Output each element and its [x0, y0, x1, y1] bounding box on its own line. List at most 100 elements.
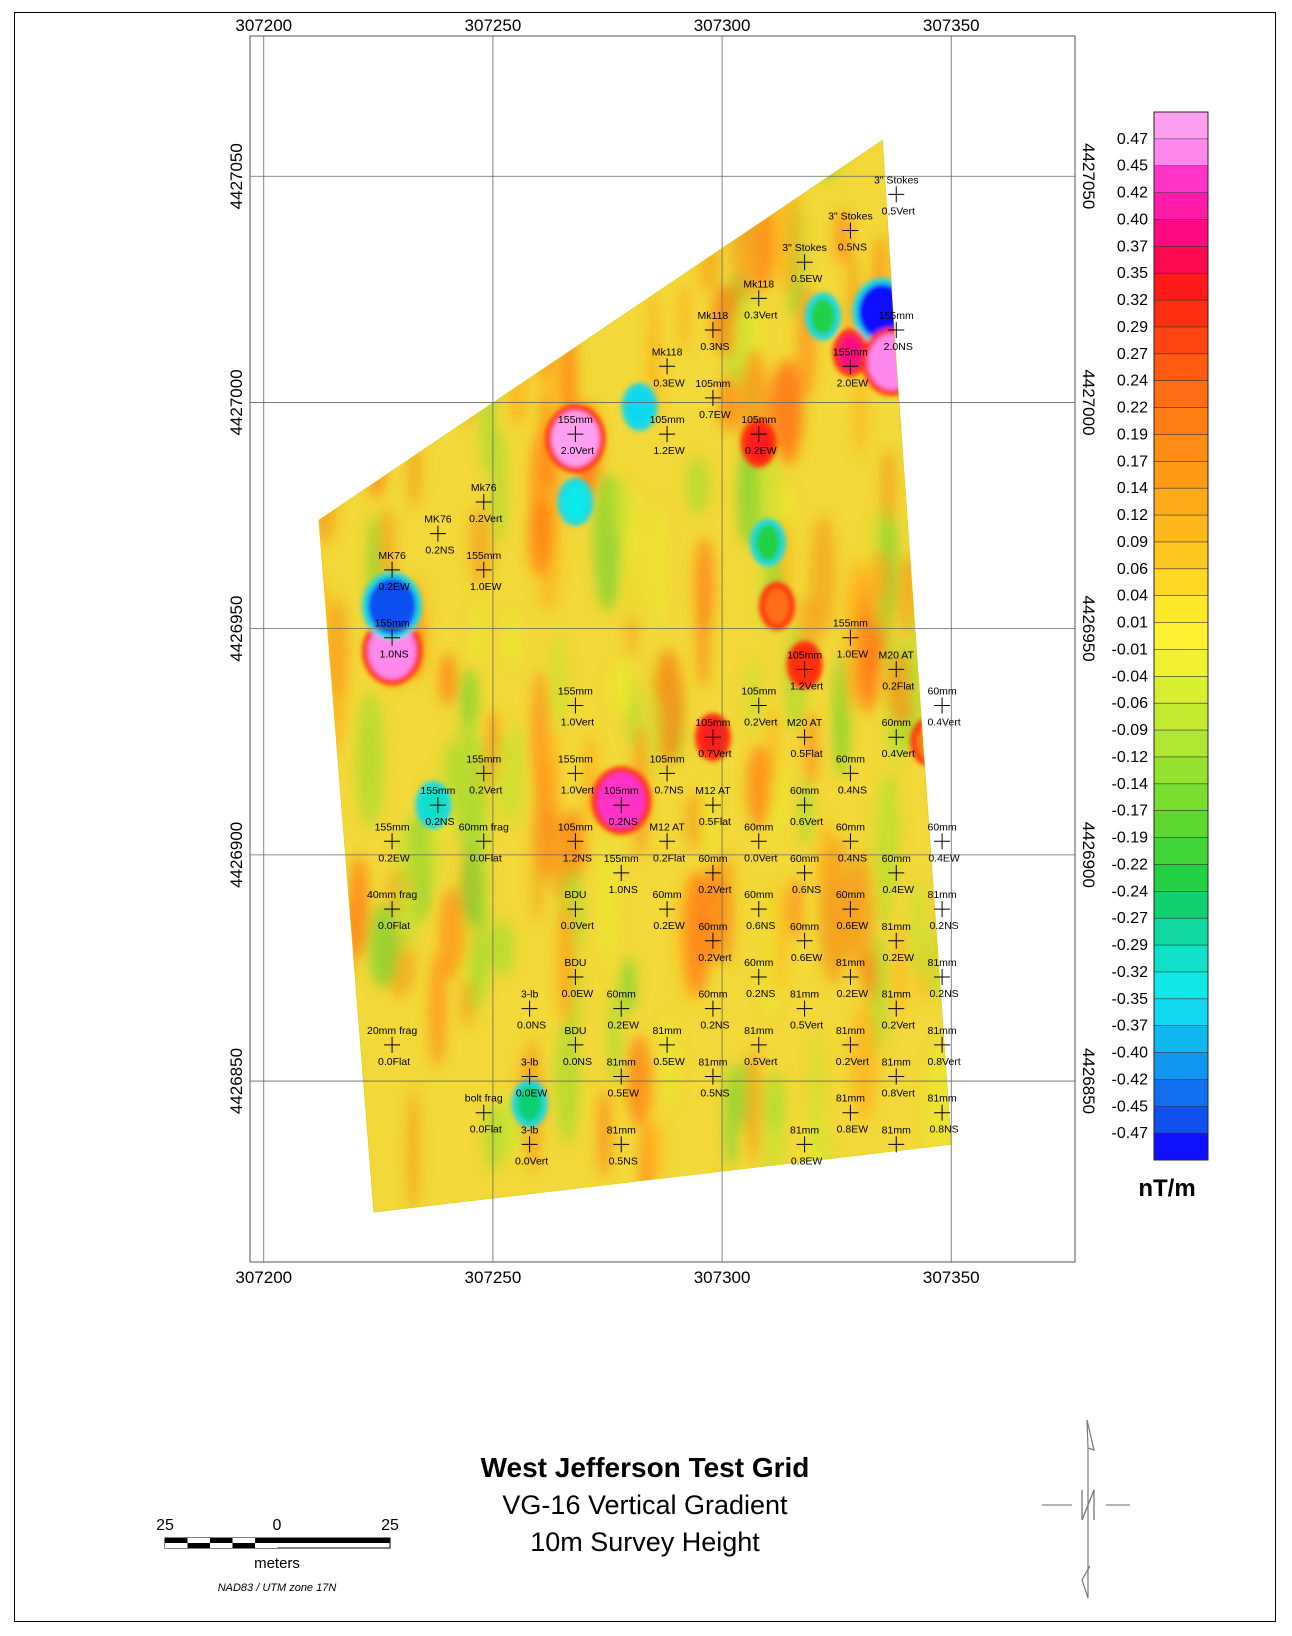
target-name: 3-lb — [521, 1124, 539, 1136]
texture-blob — [745, 1046, 762, 1165]
y-tick-left: 4426850 — [227, 1048, 246, 1114]
colorbar-swatch — [1154, 515, 1208, 543]
colorbar-label: -0.04 — [1112, 668, 1149, 685]
colorbar-swatch — [1154, 380, 1208, 408]
texture-blob — [927, 140, 949, 178]
texture-blob — [365, 203, 386, 337]
colorbar-label: 0.42 — [1117, 185, 1148, 202]
texture-blob — [939, 552, 952, 656]
target-detail: 0.2Vert — [882, 1020, 915, 1032]
target-marker: 60mm 0.2NS — [698, 989, 729, 1032]
texture-blob — [942, 340, 952, 461]
target-marker: Mk118 0.3NS — [698, 310, 730, 353]
texture-blob — [732, 140, 746, 162]
target-detail: 0.0Vert — [744, 852, 777, 864]
target-name: 81mm — [927, 1093, 956, 1105]
target-detail: 1.0Vert — [561, 784, 594, 796]
map-subtitle: VG-16 Vertical Gradient — [502, 1490, 788, 1520]
colorbar-label: -0.19 — [1112, 830, 1149, 847]
anomaly-layer — [362, 277, 947, 1128]
texture-blob — [813, 140, 842, 181]
texture-blob — [534, 279, 554, 376]
texture-blob — [472, 601, 486, 663]
target-name: 81mm — [698, 1057, 727, 1069]
texture-blob — [695, 599, 711, 690]
texture-blob — [901, 140, 931, 225]
target-name: MK76 — [378, 550, 406, 562]
texture-blob — [438, 886, 465, 982]
target-name: 60mm — [698, 921, 727, 933]
colorbar-swatch — [1154, 488, 1208, 516]
texture-blob — [833, 209, 852, 266]
texture-blob — [494, 729, 517, 824]
target-name: MK76 — [424, 514, 452, 526]
target-detail: 0.5EW — [607, 1088, 639, 1100]
target-name: 60mm — [744, 821, 773, 833]
colorbar-label: -0.37 — [1112, 1018, 1149, 1035]
target-name: 60mm — [790, 853, 819, 865]
texture-blob — [907, 879, 928, 979]
target-name: 60mm — [652, 889, 681, 901]
target-marker: 81mm 0.5NS — [698, 1057, 729, 1100]
colorbar-swatch — [1154, 407, 1208, 435]
target-name: 81mm — [652, 1025, 681, 1037]
target-detail: 0.0Flat — [470, 852, 502, 864]
texture-blob — [702, 862, 728, 964]
target-detail: 0.0Flat — [378, 1056, 410, 1068]
target-name: 105mm — [741, 414, 776, 426]
target-detail: 0.2EW — [837, 988, 869, 1000]
target-marker: 105mm 0.2Vert — [741, 686, 777, 729]
texture-blob — [939, 521, 952, 624]
texture-blob — [724, 1062, 739, 1169]
target-name: 81mm — [744, 1025, 773, 1037]
target-name: 105mm — [741, 686, 776, 698]
target-name: 60mm — [836, 821, 865, 833]
colorbar-swatch — [1154, 676, 1208, 704]
y-tick-left: 4427050 — [227, 143, 246, 209]
target-detail: 0.2NS — [700, 1020, 729, 1032]
target-name: 155mm — [833, 618, 868, 630]
target-name: 105mm — [604, 785, 639, 797]
y-tick-left: 4427000 — [227, 369, 246, 435]
target-name: 60mm — [836, 753, 865, 765]
colorbar-swatch — [1154, 461, 1208, 489]
texture-blob — [510, 148, 524, 232]
texture-blob — [823, 845, 836, 954]
texture-blob — [639, 140, 660, 191]
target-marker: 155mm 0.2EW — [375, 821, 410, 864]
target-marker: 81mm 0.2EW — [836, 957, 868, 1000]
texture-blob — [554, 1016, 581, 1145]
target-detail: 0.2EW — [882, 952, 914, 964]
target-name: 155mm — [466, 753, 501, 765]
target-detail: 0.5NS — [609, 1155, 638, 1167]
texture-blob — [413, 140, 438, 150]
colorbar-label: -0.42 — [1112, 1071, 1149, 1088]
map-border — [249, 35, 1076, 1263]
texture-blob — [906, 603, 931, 723]
texture-blob — [863, 949, 878, 1002]
target-marker: 105mm 0.7EW — [695, 378, 730, 421]
scalebar-segment — [210, 1543, 233, 1548]
x-tick-bottom: 307350 — [923, 1268, 980, 1287]
target-name: 60mm — [790, 921, 819, 933]
colorbar-label: -0.29 — [1112, 937, 1149, 954]
target-detail: 0.2Vert — [698, 884, 731, 896]
colorbar-swatch — [1154, 810, 1208, 838]
target-marker: 60mm 0.2Vert — [698, 853, 731, 896]
target-marker: MK76 0.2EW — [378, 550, 410, 593]
texture-blob — [655, 143, 677, 208]
texture-blob — [452, 176, 470, 316]
target-name: 155mm — [375, 618, 410, 630]
projection-label: NAD83 / UTM zone 17N — [218, 1582, 337, 1594]
texture-blob — [625, 140, 649, 208]
texture-blob — [438, 653, 458, 706]
colorbar-swatch — [1154, 649, 1208, 677]
target-marker: 81mm 0.5Vert — [790, 989, 823, 1032]
target-detail: 0.8Vert — [927, 1056, 960, 1068]
colorbar-swatch — [1154, 783, 1208, 812]
texture-blob — [545, 731, 560, 813]
target-detail: 0.5Vert — [744, 1056, 777, 1068]
texture-blob — [912, 386, 943, 497]
scalebar-segment — [210, 1538, 233, 1543]
